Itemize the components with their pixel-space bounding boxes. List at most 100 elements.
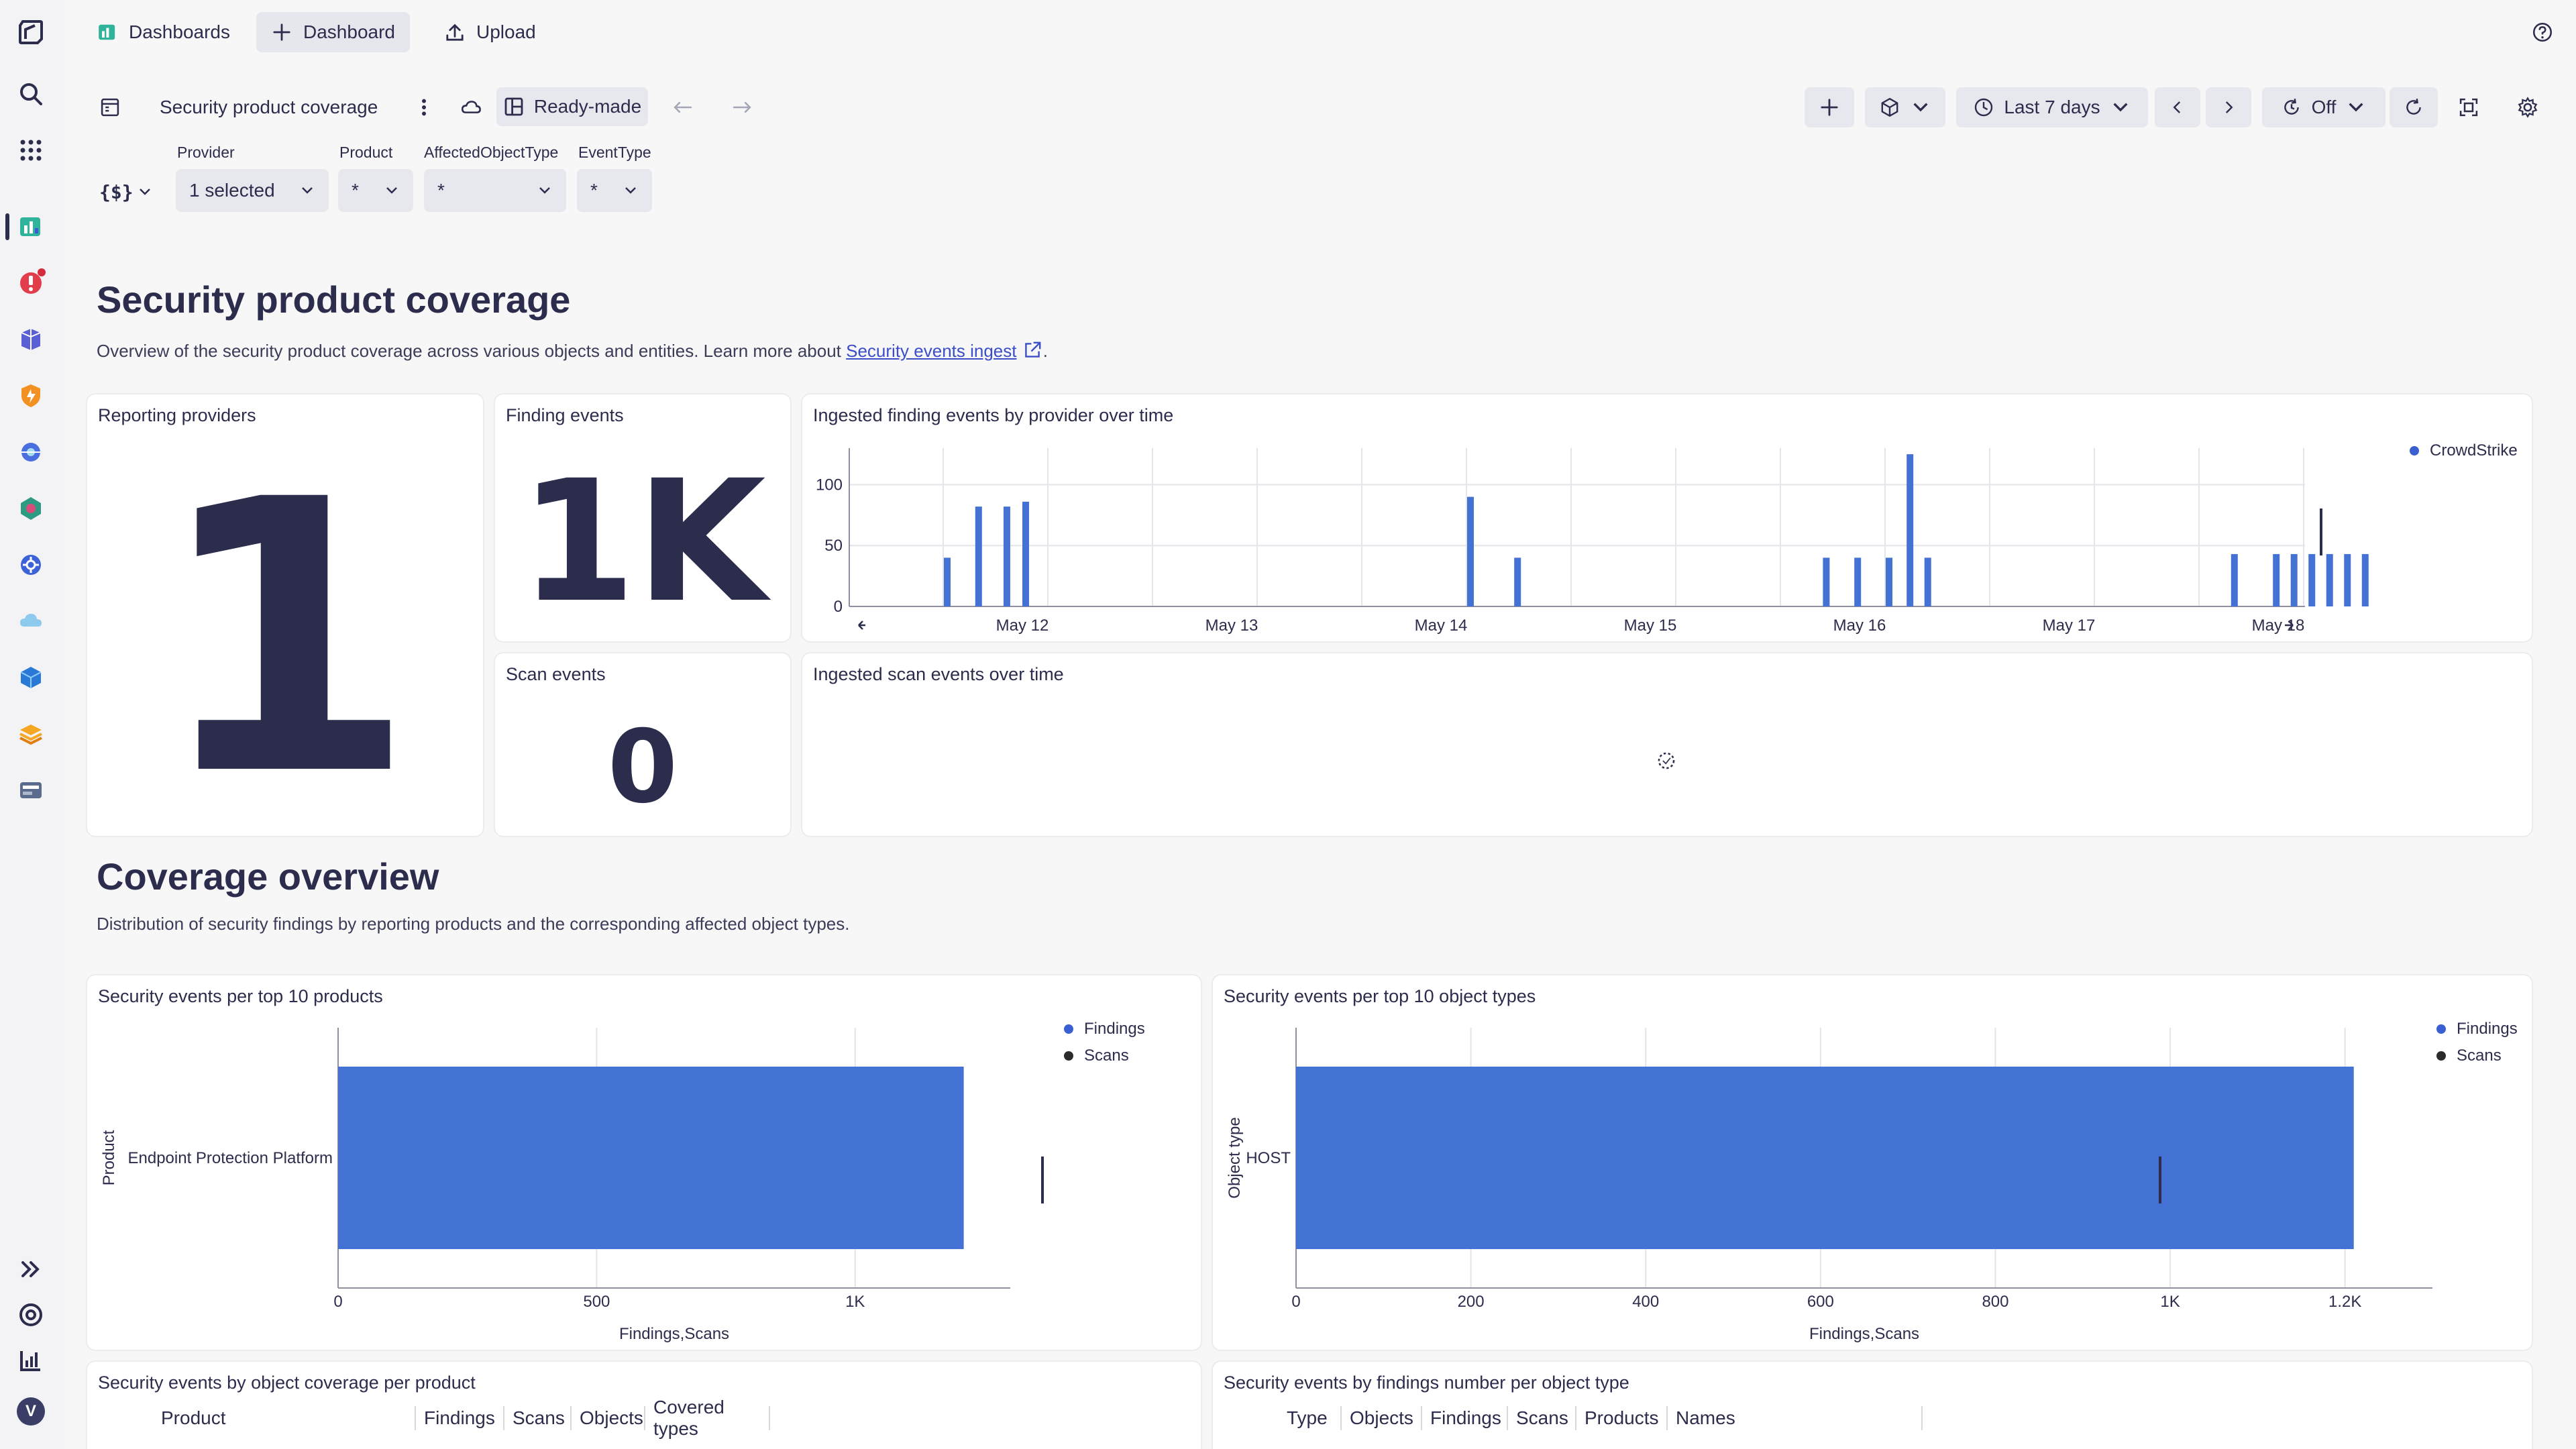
new-dashboard-button[interactable]: Dashboard	[256, 12, 410, 52]
column-header-objects[interactable]: Objects	[1342, 1406, 1422, 1430]
redo-icon[interactable]	[726, 91, 758, 123]
chart-bar	[975, 506, 982, 606]
refresh-button[interactable]	[2390, 87, 2438, 127]
legend-findings[interactable]: Findings	[2436, 1020, 2518, 1038]
search-icon[interactable]	[15, 78, 47, 110]
tile-findings-per-type-table[interactable]: Security events by findings number per o…	[1212, 1360, 2533, 1449]
filter-provider-select[interactable]: 1 selected	[176, 169, 329, 212]
x-tick-label: May 16	[1833, 616, 1886, 635]
x-tick-label: 0	[333, 1293, 342, 1311]
clouds-app-icon[interactable]	[15, 605, 47, 637]
legend-dot	[1064, 1024, 1073, 1034]
tile-object-coverage-table[interactable]: Security events by object coverage per p…	[86, 1360, 1202, 1449]
segment-select[interactable]	[1865, 87, 1945, 127]
dashboards-nav-button[interactable]: Dashboards	[82, 12, 245, 52]
security-app-icon[interactable]	[15, 380, 47, 412]
x-tick-label: 800	[1982, 1293, 2008, 1311]
events-per-product-chart[interactable]: 0 500 1K Endpoint Protection Platform Produc…	[87, 975, 1202, 1351]
user-avatar[interactable]: V	[15, 1395, 47, 1428]
filter-affected-object-type-label: AffectedObjectType	[424, 144, 559, 161]
x-tick-label: May 17	[2043, 616, 2096, 635]
auto-refresh-selector[interactable]: Off	[2262, 87, 2385, 127]
legend-resize-handle	[2159, 1157, 2161, 1203]
settings-gear-icon[interactable]	[2512, 91, 2544, 123]
problems-app-icon[interactable]	[15, 267, 47, 299]
tile-finding-events[interactable]: Finding events 1K	[494, 393, 792, 643]
chevron-down-icon	[2113, 103, 2128, 112]
timeframe-next-button[interactable]	[2206, 87, 2251, 127]
chart-bar	[1022, 501, 1029, 606]
variables-label: {$}	[99, 180, 133, 203]
support-icon[interactable]	[15, 1299, 47, 1331]
dashboards-app-icon[interactable]	[15, 211, 47, 243]
x-tick-label: 1K	[2160, 1293, 2180, 1311]
filter-event-type-select[interactable]: *	[577, 169, 652, 212]
analytics-icon[interactable]	[15, 1344, 47, 1377]
app-logo-icon[interactable]	[15, 16, 47, 48]
legend-scans[interactable]: Scans	[1064, 1046, 1129, 1065]
tile-events-per-object-type[interactable]: Security events per top 10 object types …	[1212, 974, 2533, 1351]
scan-events-value: 0	[607, 709, 678, 826]
column-header-objects[interactable]: Objects	[572, 1406, 645, 1430]
filter-product-select[interactable]: *	[338, 169, 413, 212]
tile-ingested-scans-chart[interactable]: Ingested scan events over time	[801, 652, 2533, 837]
expand-rail-icon[interactable]	[15, 1253, 47, 1285]
logs-app-icon[interactable]	[15, 661, 47, 694]
x-tick-label: 1K	[845, 1293, 865, 1311]
table-header-by-product: Product Findings Scans Objects Covered t…	[153, 1397, 770, 1439]
column-header-type[interactable]: Type	[1279, 1406, 1342, 1430]
ready-made-badge[interactable]: Ready-made	[496, 87, 648, 126]
column-header-findings[interactable]: Findings	[1422, 1406, 1508, 1430]
column-header-products[interactable]: Products	[1576, 1406, 1668, 1430]
column-header-names[interactable]: Names	[1668, 1406, 1923, 1430]
filter-affected-object-type-select[interactable]: *	[424, 169, 566, 212]
chart-bar	[2273, 553, 2280, 606]
more-options-icon[interactable]	[408, 91, 440, 123]
finding-events-value: 1K	[519, 444, 766, 639]
column-header-scans[interactable]: Scans	[1508, 1406, 1576, 1430]
infrastructure-app-icon[interactable]	[15, 323, 47, 356]
undo-icon[interactable]	[667, 91, 699, 123]
data-storage-app-icon[interactable]	[15, 774, 47, 806]
fullscreen-icon[interactable]	[2453, 91, 2485, 123]
help-icon[interactable]	[2526, 16, 2559, 48]
upload-button[interactable]: Upload	[429, 12, 551, 52]
notebooks-app-icon[interactable]	[15, 718, 47, 750]
tile-events-per-product[interactable]: Security events per top 10 products 0 500…	[86, 974, 1202, 1351]
add-tile-button[interactable]	[1805, 87, 1854, 127]
tile-scan-events[interactable]: Scan events 0	[494, 652, 792, 837]
legend-resize-handle	[1041, 1157, 1044, 1203]
tile-title: Security events per top 10 products	[98, 986, 383, 1006]
timeframe-prev-button[interactable]	[2155, 87, 2200, 127]
column-header-findings[interactable]: Findings	[416, 1406, 504, 1430]
avatar: V	[17, 1397, 45, 1426]
column-header-covered-types[interactable]: Covered types	[645, 1397, 770, 1439]
chart-bar	[1907, 454, 1914, 606]
timeframe-selector[interactable]: Last 7 days	[1956, 87, 2148, 127]
variables-toggle[interactable]: {$}	[94, 170, 158, 213]
toggle-outline-icon[interactable]	[94, 91, 126, 123]
legend-scans[interactable]: Scans	[2436, 1046, 2502, 1065]
reporting-providers-value: 1	[154, 421, 416, 837]
legend-scans-label: Scans	[2457, 1046, 2502, 1065]
tile-reporting-providers[interactable]: Reporting providers 1	[86, 393, 484, 837]
kubernetes-app-icon[interactable]	[15, 492, 47, 525]
tile-title: Security events by object coverage per p…	[98, 1373, 476, 1393]
x-tick-label: May 15	[1624, 616, 1677, 635]
services-app-icon[interactable]	[15, 436, 47, 468]
cloud-save-icon[interactable]	[455, 91, 487, 123]
column-header-scans[interactable]: Scans	[504, 1406, 572, 1430]
tile-ingested-findings-chart[interactable]: Ingested finding events by provider over…	[801, 393, 2533, 643]
findings-time-chart[interactable]: 0 50 100 May 12 May 13 May 14 May 15 May 16 May …	[802, 394, 2533, 643]
external-link-icon[interactable]	[1022, 339, 1043, 361]
apps-grid-icon[interactable]	[15, 134, 47, 166]
tile-title: Scan events	[506, 664, 606, 684]
legend-findings[interactable]: Findings	[1064, 1020, 1145, 1038]
workflows-app-icon[interactable]	[15, 549, 47, 581]
legend-crowdstrike[interactable]: CrowdStrike	[2410, 441, 2518, 460]
legend-resize-handle	[2320, 508, 2322, 555]
column-header-product[interactable]: Product	[153, 1406, 416, 1430]
dashboard-name[interactable]: Security product coverage	[160, 97, 378, 117]
security-events-ingest-link[interactable]: Security events ingest	[846, 341, 1017, 361]
